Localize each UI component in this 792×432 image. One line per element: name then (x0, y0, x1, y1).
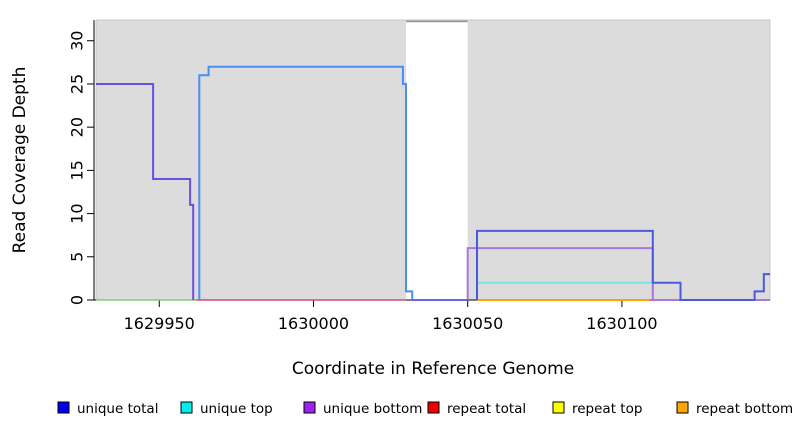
series-line-unique-total-main-plateau (198, 65, 414, 300)
legend-label: unique top (200, 401, 273, 417)
legend-swatch-repeat-bottom (676, 401, 689, 414)
legend-swatch-unique-bottom (303, 401, 316, 414)
legend-swatch-unique-total (57, 401, 70, 414)
legend-label: repeat bottom (696, 401, 792, 417)
y-tick-label: 0 (68, 295, 87, 305)
y-tick-label: 15 (68, 160, 87, 180)
x-tick-label: 1630100 (586, 314, 657, 333)
y-tick-label: 20 (68, 117, 87, 137)
legend-label: repeat total (447, 401, 526, 417)
legend-label: unique bottom (323, 401, 422, 417)
y-tick-label: 10 (68, 203, 87, 223)
x-tick-label: 1630000 (278, 314, 349, 333)
legend: unique total unique top unique bottom repea… (57, 401, 792, 417)
y-axis-title: Read Coverage Depth (10, 67, 30, 254)
masked-region (406, 20, 468, 300)
legend-swatch-unique-top (180, 401, 193, 414)
series-line-unique-left-violet (96, 83, 195, 300)
x-tick-label: 1629950 (124, 314, 195, 333)
x-tick-label: 1630050 (432, 314, 503, 333)
y-tick-label: 30 (68, 31, 87, 51)
y-tick-label: 25 (68, 74, 87, 94)
series-line-unique-total-right (476, 229, 770, 301)
legend-swatch-repeat-total (427, 401, 440, 414)
legend-label: repeat top (572, 401, 642, 417)
y-tick-label: 5 (68, 252, 87, 262)
legend-label: unique total (77, 401, 158, 417)
legend-swatch-repeat-top (552, 401, 565, 414)
x-axis-title: Coordinate in Reference Genome (292, 359, 574, 379)
